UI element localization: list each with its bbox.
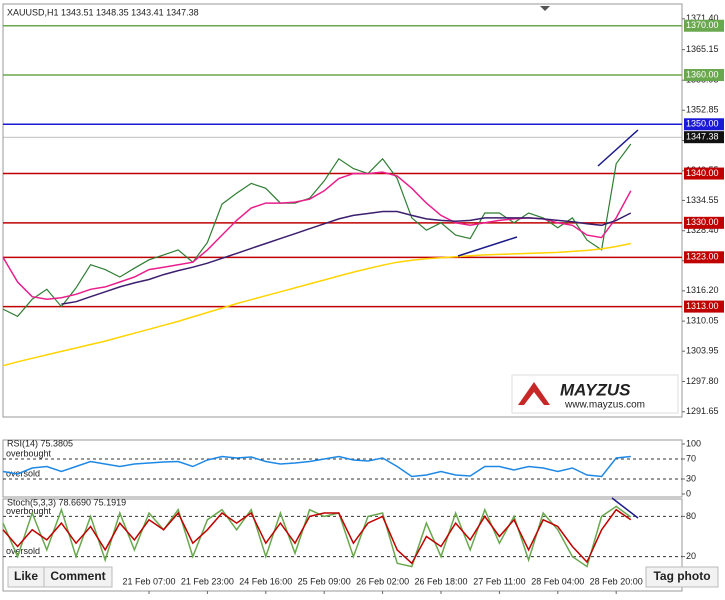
x-tick-label: 25 Feb 09:00: [298, 576, 351, 586]
panel-title: RSI(14) 75.3805: [7, 438, 73, 448]
x-tick-label: 24 Feb 16:00: [239, 576, 292, 586]
y-tick-label: 1328.40: [686, 225, 719, 235]
level-label: overbought: [6, 506, 52, 516]
stoch-panel: [2, 498, 683, 592]
x-tick-label: 28 Feb 20:00: [590, 576, 643, 586]
price-panel: [2, 3, 683, 418]
level-tag: [684, 167, 724, 180]
series-line: [61, 210, 632, 305]
y-tick-label: 1371.40: [686, 13, 719, 23]
button-label[interactable]: Comment: [50, 569, 105, 583]
y-tick-label: 1365.15: [686, 44, 719, 54]
level-tag-label: 1340.00: [686, 168, 719, 178]
x-tick-label: 21 Feb 23:00: [181, 576, 234, 586]
button-label[interactable]: Like: [14, 569, 38, 583]
panel-title: Stoch(5,3,3) 78.6690 75.1919: [7, 497, 126, 507]
like-button[interactable]: Like: [7, 566, 45, 588]
y-tick-label: 1334.55: [686, 195, 719, 205]
button-bg[interactable]: [43, 566, 113, 588]
series-line: [2, 455, 631, 478]
logo-icon: [524, 392, 544, 405]
series-line: [2, 242, 631, 367]
button-bg[interactable]: [645, 566, 719, 588]
y-tick-label: 1297.80: [686, 376, 719, 386]
panel-title: XAUUSD,H1 1343.51 1348.35 1343.41 1347.3…: [7, 7, 199, 17]
level-tag-label: 1370.00: [686, 20, 719, 30]
level-label: oversold: [6, 468, 40, 478]
level-tag: [684, 118, 724, 131]
y-tick-label: 1352.85: [686, 105, 719, 115]
y-tick-label: 70: [686, 453, 696, 463]
trend-line: [611, 497, 639, 519]
y-tick-label: 1303.95: [686, 346, 719, 356]
x-tick-label: 21 Feb 07:00: [122, 576, 175, 586]
x-tick-label: 26 Feb 02:00: [356, 576, 409, 586]
y-tick-label: 1316.20: [686, 285, 719, 295]
rsi-panel: [2, 439, 683, 498]
y-tick-label: 1310.05: [686, 315, 719, 325]
last-price-tag: [684, 131, 724, 144]
y-tick-label: 0: [686, 488, 691, 498]
logo: MAYZUS www.mayzus.com: [511, 374, 679, 414]
level-tag-label: 1313.00: [686, 301, 719, 311]
level-tag: [684, 216, 724, 229]
x-tick-label: 27 Feb 11:00: [473, 576, 525, 586]
y-tick-label: 30: [686, 473, 696, 483]
y-tick-label: 80: [686, 511, 696, 521]
logo-url: www.mayzus.com: [564, 400, 645, 411]
comment-button[interactable]: Comment: [43, 566, 113, 588]
y-tick-label: 100: [686, 438, 701, 448]
trend-line: [457, 236, 518, 257]
series-line: [2, 505, 632, 568]
y-tick-label: 20: [686, 551, 696, 561]
level-tag: [684, 300, 724, 313]
level-tag-label: 1323.00: [686, 252, 719, 262]
level-tag: [684, 69, 724, 82]
x-tick-label: 26 Feb 18:00: [414, 576, 467, 586]
level-tag-label: 1330.00: [686, 217, 719, 227]
logo-name: MAYZUS: [560, 380, 631, 399]
tag-button[interactable]: Tag photo: [645, 566, 719, 588]
level-tag: [684, 19, 724, 32]
level-tag-label: 1350.00: [686, 119, 719, 129]
x-tick-label: 28 Feb 04:00: [531, 576, 584, 586]
plots: 1371.401365.151358.951352.851346.701340.…: [2, 7, 724, 594]
level-label: overbought: [6, 448, 52, 458]
series-line: [2, 508, 632, 565]
last-price-label: 1347.38: [686, 132, 719, 142]
y-tick-label: 1291.65: [686, 406, 719, 416]
level-label: oversold: [6, 546, 40, 556]
level-tag-label: 1360.00: [686, 69, 719, 79]
level-tag: [684, 251, 724, 264]
button-label[interactable]: Tag photo: [653, 569, 710, 583]
series-line: [2, 143, 632, 318]
shift-marker: [540, 6, 550, 11]
trend-line: [597, 129, 639, 167]
